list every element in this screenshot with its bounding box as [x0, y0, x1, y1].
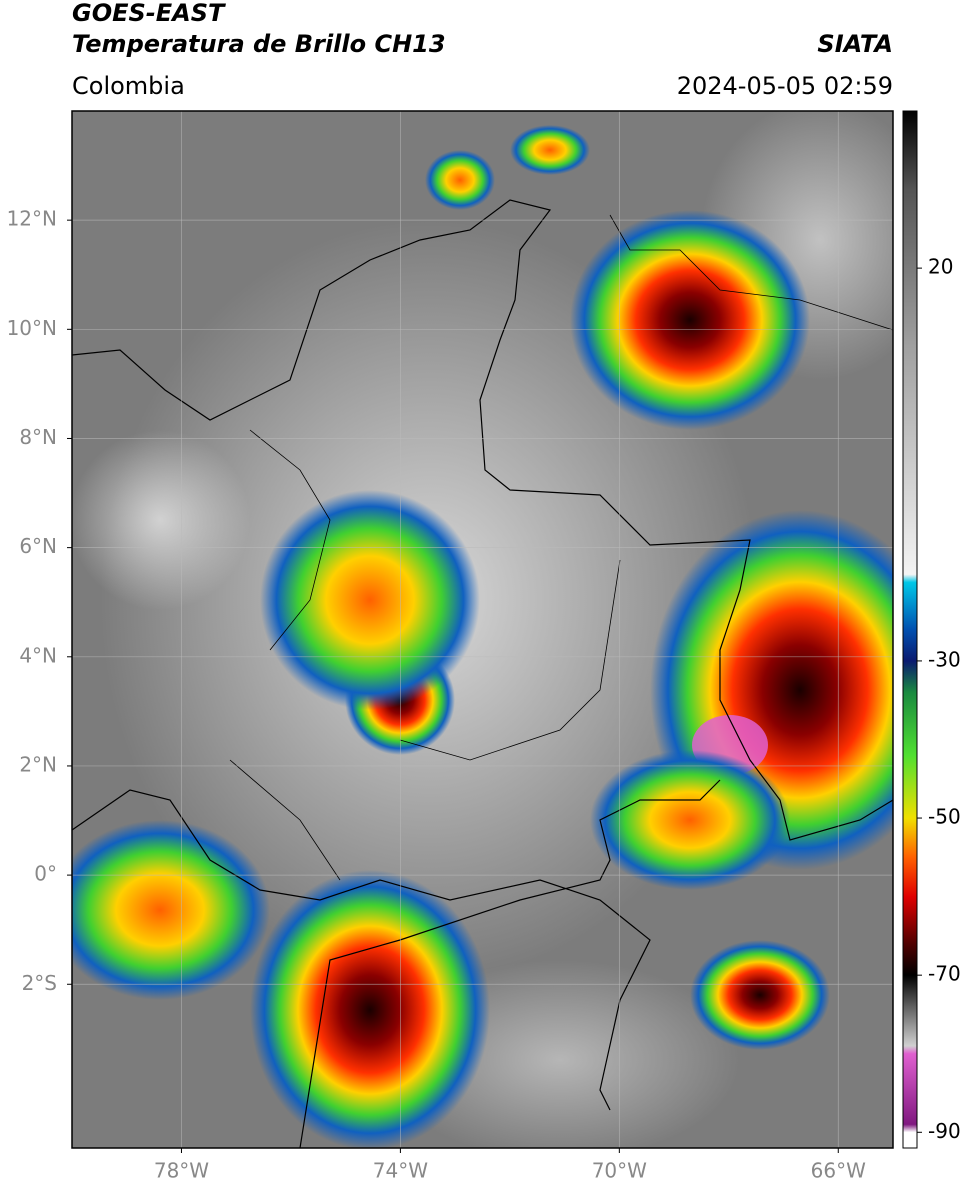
y-tick-label: 6°N	[19, 534, 57, 558]
source: SIATA	[817, 30, 893, 58]
x-tick-label: 74°W	[373, 1159, 428, 1183]
colorbar	[902, 110, 918, 1149]
x-tick-label: 66°W	[811, 1159, 866, 1183]
colorbar-tick-label: 20	[928, 255, 953, 279]
y-tick-label: 2°N	[19, 752, 57, 776]
subtitle: Temperatura de Brillo CH13	[72, 30, 446, 58]
y-tick-label: 8°N	[19, 425, 57, 449]
title: GOES-EAST	[72, 0, 226, 27]
grid	[72, 111, 893, 1148]
region: Colombia	[72, 72, 185, 100]
colorbar-tick-label: -70	[928, 962, 961, 986]
satellite-image	[72, 111, 893, 1148]
colorbar-tick-label: -90	[928, 1119, 961, 1143]
timestamp: 2024-05-05 02:59	[677, 72, 893, 100]
colorbar-tick-label: -50	[928, 805, 961, 829]
x-tick-label: 70°W	[592, 1159, 647, 1183]
y-tick-label: 10°N	[7, 316, 57, 340]
map-frame	[71, 110, 894, 1149]
y-tick-label: 12°N	[7, 207, 57, 231]
colorbar-tick-label: -30	[928, 647, 961, 671]
y-tick-label: 4°N	[19, 643, 57, 667]
y-tick-label: 0°	[34, 862, 57, 886]
x-tick-label: 78°W	[154, 1159, 209, 1183]
y-tick-label: 2°S	[22, 971, 57, 995]
